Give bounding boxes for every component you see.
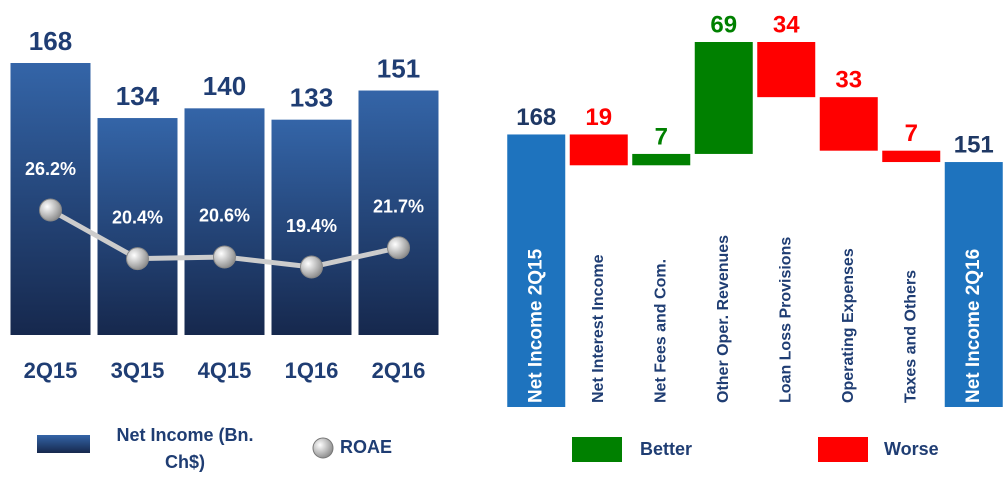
value-label: 69 [710,11,737,38]
bar [819,97,878,151]
x-tick-label: Net Interest Income [590,254,607,403]
bar [694,42,753,154]
value-label: 151 [377,53,420,83]
bar [632,153,691,166]
bar [944,162,1003,407]
value-label: 140 [203,71,246,101]
x-tick-label: Other Oper. Revenues [715,235,732,403]
roae-marker [387,236,410,260]
value-label: 151 [954,131,994,158]
bar [358,90,439,336]
bar [507,134,566,407]
x-tick-label: 4Q15 [198,358,252,383]
x-tick-label: Operating Expenses [840,248,857,403]
legend-label: Net Income (Bn. Ch$) [116,425,254,472]
value-label: 20.6% [199,206,250,226]
value-label: 7 [655,123,668,150]
roae-marker [300,255,323,279]
bar [184,108,265,335]
value-label: 134 [116,81,160,111]
legend-swatch [818,437,868,462]
x-tick-label: Taxes and Others [902,270,919,403]
x-tick-label: Net Income 2Q16 [963,249,984,403]
value-label: 26.2% [25,159,76,179]
x-tick-label: 2Q16 [372,358,426,383]
value-label: 168 [516,104,556,131]
value-label: 34 [773,11,800,38]
legend-swatch [37,435,90,453]
x-tick-label: 2Q15 [24,358,78,383]
value-label: 19.4% [286,216,337,236]
bar [882,150,941,163]
roae-marker [39,198,62,222]
legend-marker [312,437,334,459]
value-label: 19 [585,104,612,131]
x-tick-label: Loan Loss Provisions [777,237,794,403]
value-label: 7 [905,120,918,147]
value-label: 133 [290,83,333,113]
value-label: 21.7% [373,196,424,216]
x-tick-label: 3Q15 [111,358,165,383]
bar [569,134,628,166]
value-label: 33 [835,66,862,93]
legend-label: Better [640,439,693,459]
legend-swatch [572,437,622,462]
legend-label: ROAE [340,437,393,457]
value-label: 20.4% [112,207,163,227]
bar [97,118,178,335]
bar [757,42,816,98]
value-label: 168 [29,26,72,56]
bar [271,119,352,336]
roae-marker [126,247,149,271]
x-tick-label: 1Q16 [285,358,339,383]
x-tick-label: Net Fees and Com. [652,259,669,403]
roae-marker [213,245,236,269]
x-tick-label: Net Income 2Q15 [525,248,546,403]
legend-label: Worse [884,439,939,459]
